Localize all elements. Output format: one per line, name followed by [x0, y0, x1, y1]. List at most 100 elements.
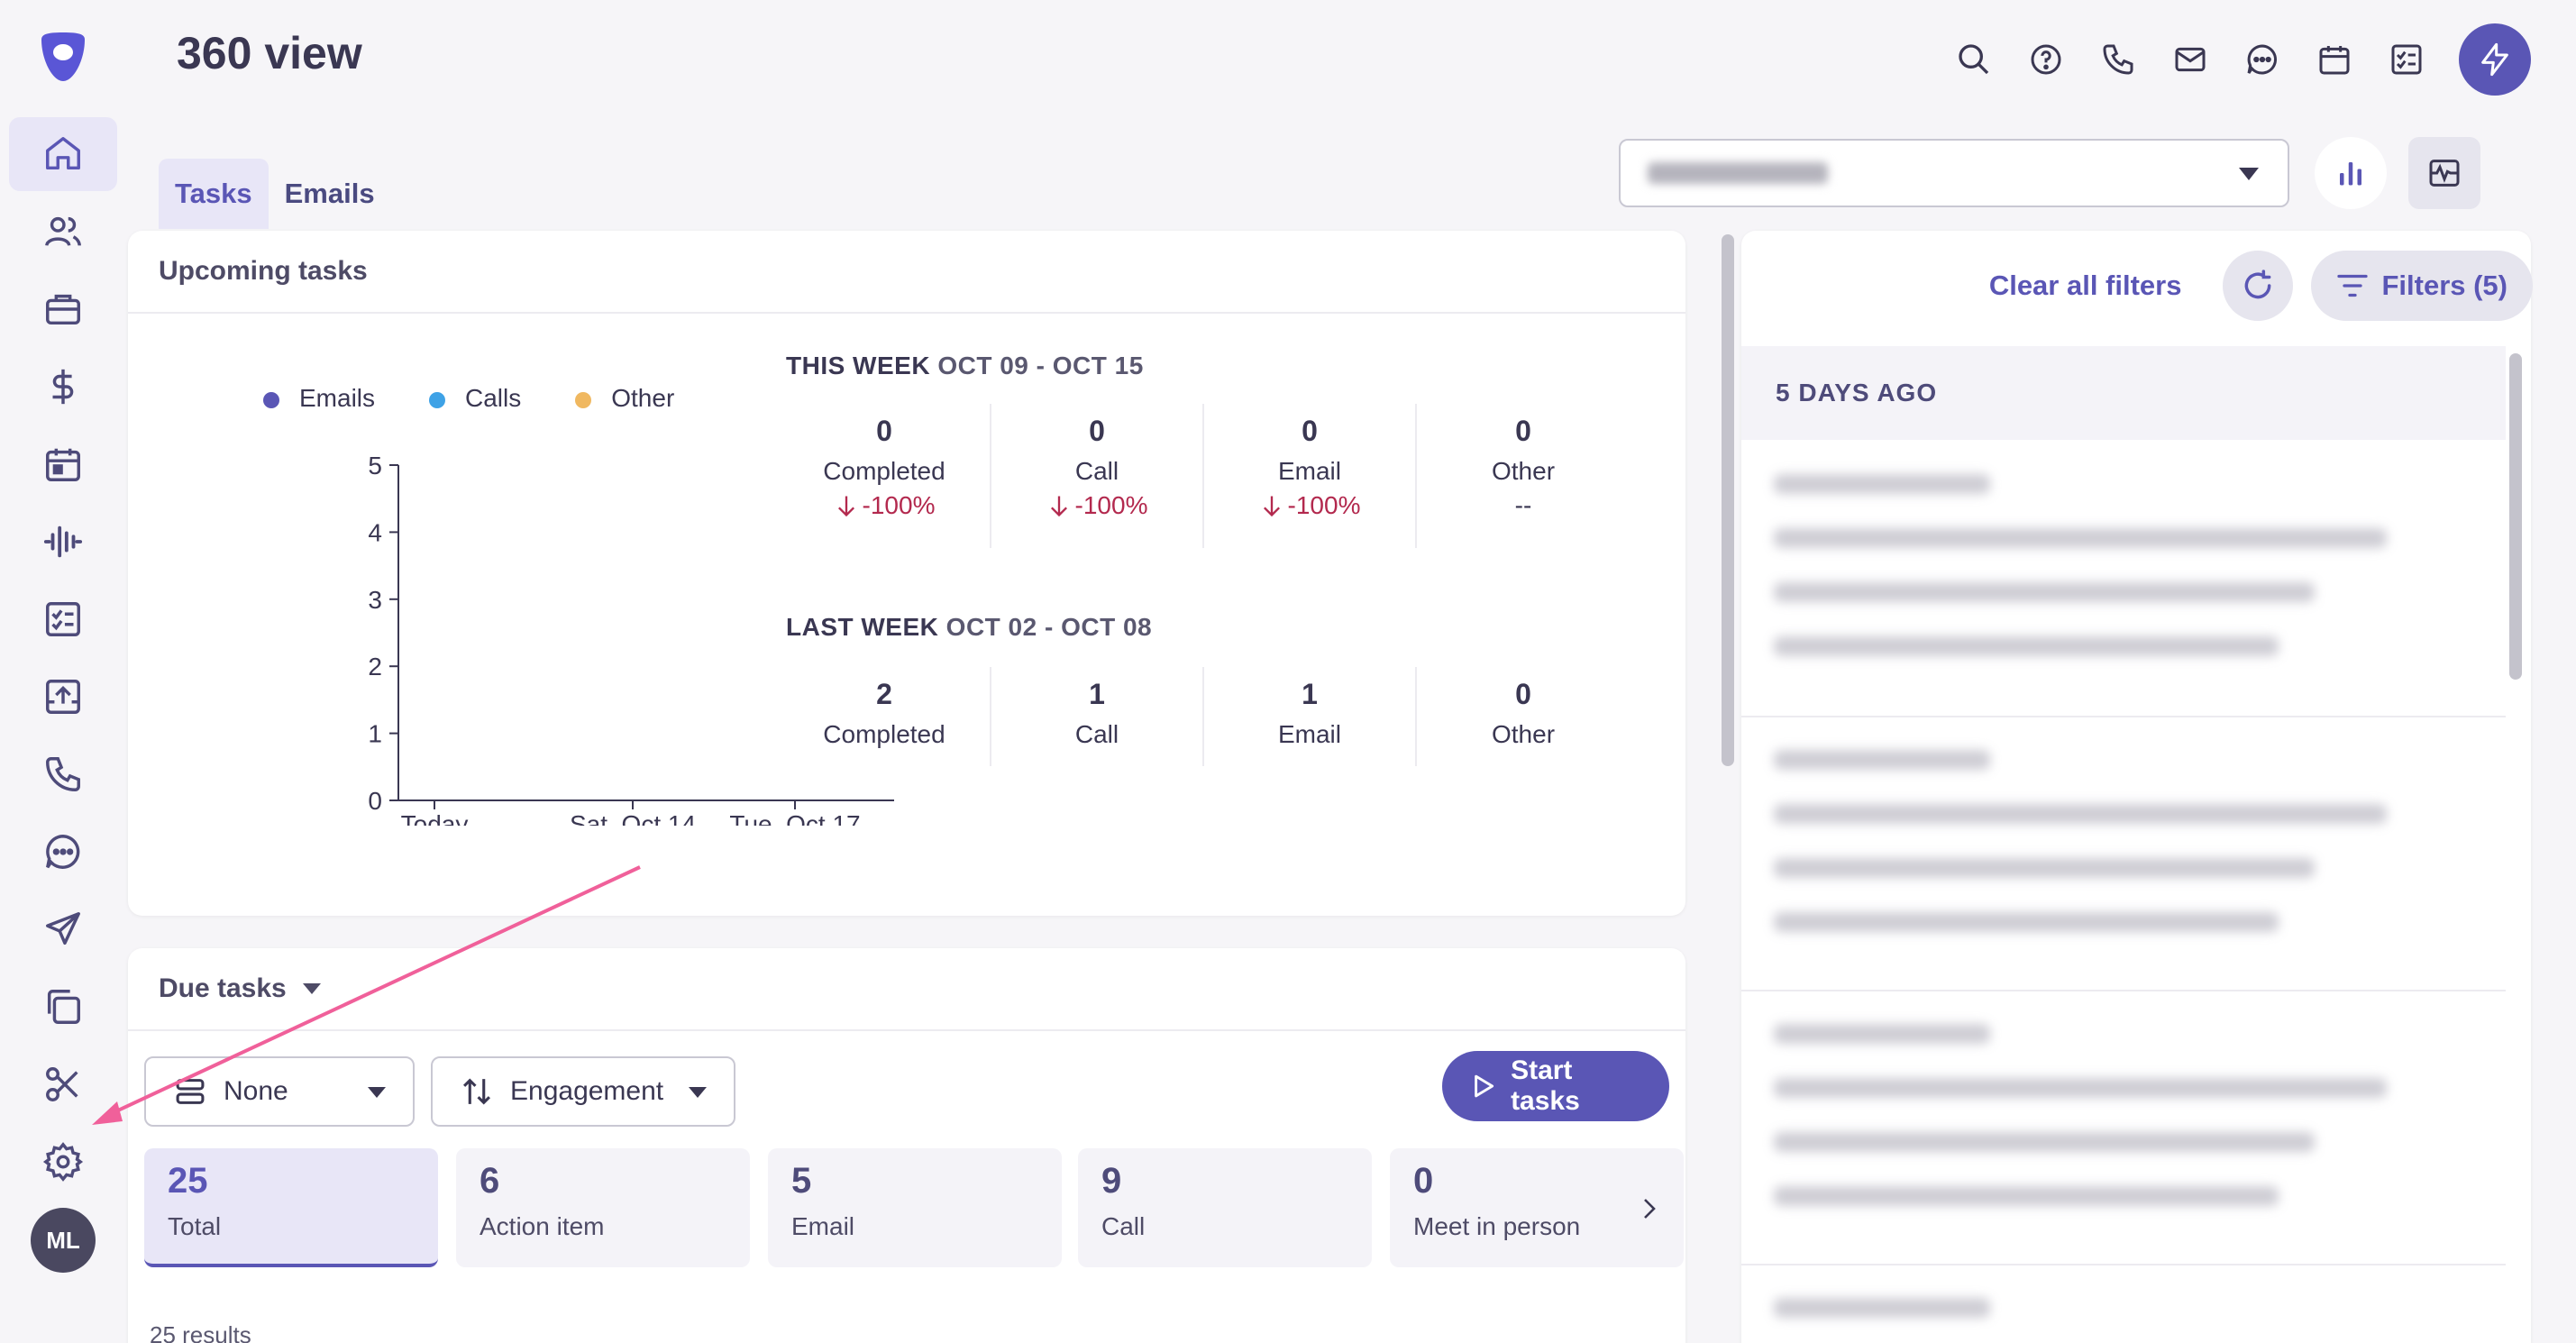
sidebar-item-tasks[interactable] — [9, 582, 117, 656]
clear-all-filters-link[interactable]: Clear all filters — [1988, 270, 2182, 301]
user-select[interactable] — [1619, 139, 2289, 207]
chevron-down-icon — [2239, 168, 2259, 180]
sidebar-item-home[interactable] — [9, 117, 117, 191]
count-card-meet-in-person[interactable]: 0 Meet in person — [1390, 1148, 1684, 1267]
task-button[interactable] — [2387, 40, 2426, 79]
last-week-call: 1 Call — [991, 667, 1204, 766]
sidebar-item-revenue[interactable] — [9, 350, 117, 424]
arrow-down-icon — [837, 496, 854, 517]
upcoming-chart: 0 1 2 3 4 5 Today Sat, Oct 14 Tue, Oct 17 — [368, 452, 894, 826]
sidebar-item-people[interactable] — [9, 195, 117, 269]
chat-icon — [46, 835, 80, 869]
mail-button[interactable] — [2170, 40, 2210, 79]
search-button[interactable] — [1954, 40, 1994, 79]
tab-tasks[interactable]: Tasks — [159, 159, 269, 229]
chat-icon — [2247, 44, 2277, 75]
results-count: 25 results — [150, 1321, 251, 1343]
chart-view-button[interactable] — [2315, 137, 2387, 209]
y-tick-label: 1 — [368, 720, 382, 748]
activity-view-button[interactable] — [2408, 137, 2480, 209]
task-icon — [2391, 44, 2422, 75]
activity-scrollbar[interactable] — [2509, 353, 2522, 680]
y-tick-label: 3 — [368, 586, 382, 614]
sidebar-item-sequences[interactable] — [9, 892, 117, 966]
y-tick-label: 4 — [368, 518, 382, 546]
count-card-action-item[interactable]: 6 Action item — [456, 1148, 750, 1267]
sidebar-item-conversations[interactable] — [9, 505, 117, 579]
last-week-other: 0 Other — [1491, 678, 1556, 748]
logo-icon[interactable] — [32, 27, 94, 88]
sort-select[interactable]: Engagement — [431, 1056, 735, 1127]
last-week-stats: 2 Completed 1 Call 1 Email 0 Other — [779, 667, 1630, 766]
bar-chart-icon — [2340, 162, 2361, 186]
sidebar-item-imports[interactable] — [9, 660, 117, 734]
refresh-icon — [2245, 270, 2271, 299]
sidebar-item-calendar[interactable] — [9, 427, 117, 501]
count-card-call[interactable]: 9 Call — [1078, 1148, 1372, 1267]
due-tasks-header[interactable]: Due tasks — [128, 948, 1685, 1031]
phone-icon — [2103, 44, 2133, 75]
caret-down-icon — [302, 983, 321, 994]
y-tick-label: 5 — [368, 452, 382, 480]
help-button[interactable] — [2026, 40, 2066, 79]
this-week-other: 0 Other -- — [1491, 415, 1556, 519]
last-week-title: LAST WEEK OCT 02 - OCT 08 — [786, 613, 1153, 641]
activity-icon — [2429, 160, 2460, 187]
sidebar-item-settings[interactable] — [9, 1125, 117, 1199]
count-card-email[interactable]: 5 Email — [768, 1148, 1062, 1267]
play-icon — [1475, 1074, 1494, 1098]
sidebar-item-snippets[interactable] — [9, 1047, 117, 1121]
x-tick-label: Sat, Oct 14 — [570, 810, 696, 826]
sidebar: ML — [0, 0, 126, 1343]
filter-bar: Clear all filters Filters (5) — [1989, 251, 2533, 321]
count-card-total[interactable]: 25 Total — [144, 1148, 438, 1267]
dollar-icon — [52, 369, 74, 405]
chart-legend: Emails Calls Other — [263, 384, 674, 413]
bolt-icon — [2481, 42, 2508, 77]
calendar-icon — [2319, 46, 2350, 75]
sidebar-item-calls[interactable] — [9, 737, 117, 811]
activity-item[interactable] — [1741, 717, 2506, 991]
calendar-icon — [46, 448, 80, 481]
sort-icon — [462, 1078, 491, 1105]
page-title: 360 view — [177, 28, 362, 78]
start-tasks-button[interactable]: Start tasks — [1442, 1051, 1669, 1121]
calendar-button[interactable] — [2315, 40, 2354, 79]
sidebar-item-templates[interactable] — [9, 970, 117, 1044]
legend-item-other[interactable]: Other — [575, 384, 674, 413]
phone-button[interactable] — [2098, 40, 2138, 79]
caret-down-icon — [368, 1087, 386, 1098]
this-week-title: THIS WEEK OCT 09 - OCT 15 — [786, 352, 1144, 379]
waveform-icon — [43, 525, 83, 558]
activity-item[interactable] — [1741, 1265, 2506, 1343]
search-icon — [1959, 44, 1989, 75]
activity-item[interactable] — [1741, 442, 2506, 717]
activity-item[interactable] — [1741, 991, 2506, 1265]
chevron-right-icon[interactable] — [1642, 1197, 1657, 1220]
help-icon — [2031, 44, 2061, 75]
group-by-select[interactable]: None — [144, 1056, 415, 1127]
copy-icon — [47, 990, 80, 1024]
quick-actions-button[interactable] — [2459, 23, 2531, 96]
x-tick-label: Tue, Oct 17 — [729, 810, 860, 826]
avatar[interactable]: ML — [31, 1208, 96, 1273]
main-scrollbar[interactable] — [1722, 234, 1734, 766]
filters-button[interactable]: Filters (5) — [2311, 251, 2533, 321]
legend-item-emails[interactable]: Emails — [263, 384, 375, 413]
refresh-button[interactable] — [2223, 251, 2294, 321]
due-tasks-panel: Due tasks — [128, 948, 1685, 1343]
this-week-completed: 0 Completed -100% — [779, 404, 991, 548]
sidebar-item-deals[interactable] — [9, 272, 117, 346]
legend-item-calls[interactable]: Calls — [429, 384, 521, 413]
this-week-stats: 0 Completed -100% 0 Call -100% 0 Email -… — [779, 404, 1630, 548]
x-tick-label: Today — [401, 810, 469, 826]
this-week-call: 0 Call -100% — [991, 404, 1204, 548]
chat-button[interactable] — [2243, 40, 2282, 79]
last-week-completed: 2 Completed — [779, 667, 991, 766]
arrow-down-icon — [1050, 496, 1067, 517]
people-icon — [45, 216, 81, 246]
upcoming-tasks-panel: Upcoming tasks Emails Calls Other 0 1 2 3 4 5… — [128, 231, 1685, 916]
tab-emails[interactable]: Emails — [284, 178, 375, 209]
sidebar-item-messages[interactable] — [9, 815, 117, 889]
